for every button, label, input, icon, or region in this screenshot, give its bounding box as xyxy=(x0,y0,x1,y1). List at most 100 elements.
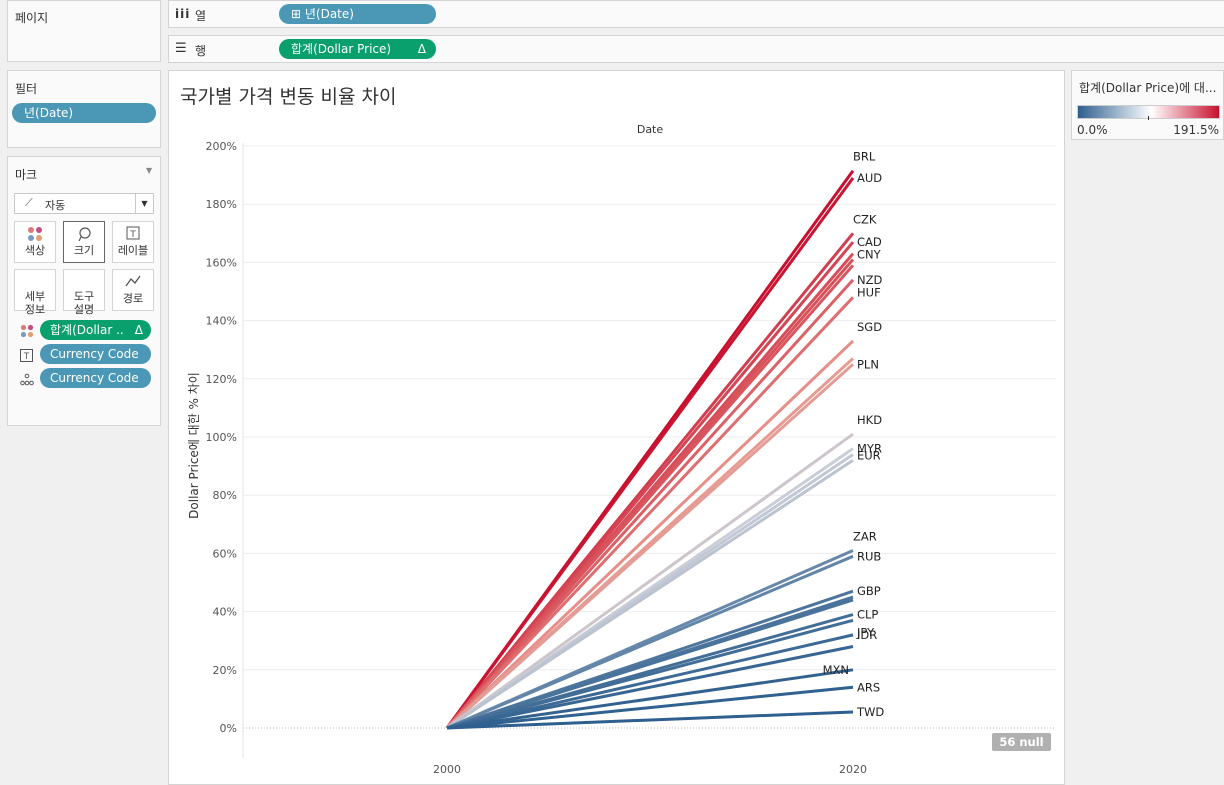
series-line xyxy=(445,177,855,729)
columns-shelf-label: 열 xyxy=(195,9,207,23)
detail-field-pill[interactable]: Currency Code xyxy=(40,368,151,388)
series-label: SGD xyxy=(857,320,882,334)
rows-measure-pill[interactable]: 합계(Dollar Price) Δ xyxy=(279,39,436,59)
mark-type-dropdown[interactable]: ⟋ 자동 ▼ xyxy=(14,193,154,214)
y-tick-label: 120% xyxy=(206,373,237,386)
line-chart: 국가별 가격 변동 비율 차이 Date 0% 20% 40% 60% 80% 100% 120… xyxy=(180,86,1056,776)
series-line xyxy=(446,598,854,730)
series-label: MYR xyxy=(857,442,882,456)
delta-icon: Δ xyxy=(134,323,143,337)
tooltip-button[interactable]: 도구 설명 xyxy=(63,269,105,316)
filters-card-title: 필터 xyxy=(15,82,38,96)
series-label: CLP xyxy=(857,608,878,622)
rows-shelf-label: 행 xyxy=(195,44,207,58)
series-label: PLN xyxy=(857,357,879,371)
pages-card: 페이지 xyxy=(7,0,161,62)
null-indicator-badge xyxy=(992,733,1051,751)
y-tick-label: 0% xyxy=(220,722,237,735)
series-label: TWD xyxy=(856,705,884,719)
color-dots-icon xyxy=(15,226,55,244)
marks-card-title: 마크 xyxy=(15,168,38,182)
columns-shelf[interactable]: iii 열 ⊞ 년(Date) xyxy=(168,0,1224,28)
y-tick-label: 180% xyxy=(206,198,237,211)
text-field-icon: T xyxy=(20,347,33,366)
series-label: BRL xyxy=(853,150,876,164)
series-label: EUR xyxy=(857,448,881,462)
series-line xyxy=(446,432,854,730)
text-label-icon: T xyxy=(113,226,153,244)
series-label: HKD xyxy=(857,413,882,427)
series-label: ZAR xyxy=(853,529,877,543)
y-tick-label: 60% xyxy=(213,547,237,560)
y-tick-label: 100% xyxy=(206,431,237,444)
series-line xyxy=(445,278,855,730)
series-label: IDR xyxy=(857,628,877,642)
mark-type-value: 자동 xyxy=(45,199,66,212)
columns-shelf-icon: iii xyxy=(175,7,191,21)
path-button-label: 경로 xyxy=(122,292,144,305)
chart-title: 국가별 가격 변동 비율 차이 xyxy=(180,86,396,108)
y-tick-label: 200% xyxy=(206,140,237,153)
y-tick-label: 80% xyxy=(213,489,237,502)
series-line xyxy=(445,264,855,729)
series-label: AUD xyxy=(857,171,882,185)
series-line xyxy=(446,668,854,730)
series-line xyxy=(446,685,854,730)
size-lasso-icon xyxy=(64,226,104,244)
color-field-pill[interactable]: 합계(Dollar .. Δ xyxy=(40,320,151,340)
columns-date-pill[interactable]: ⊞ 년(Date) xyxy=(279,4,436,24)
series-line xyxy=(446,645,854,730)
y-tick-label: 40% xyxy=(213,606,237,619)
series-label: GBP xyxy=(857,584,881,598)
y-axis-title: Dollar Price에 대한 % 차이 xyxy=(187,372,201,519)
svg-text:T: T xyxy=(23,352,30,362)
svg-text:T: T xyxy=(129,230,136,240)
rows-shelf[interactable]: ☰ 행 합계(Dollar Price) Δ xyxy=(168,35,1224,63)
tooltip-button-label: 도구 설명 xyxy=(73,290,95,316)
filter-date-pill[interactable]: 년(Date) xyxy=(12,103,156,123)
series-line xyxy=(446,618,854,730)
delta-icon: Δ xyxy=(417,42,426,56)
label-button-label: 레이블 xyxy=(117,244,149,257)
pages-card-title: 페이지 xyxy=(15,11,49,25)
path-line-icon xyxy=(113,274,153,292)
x-tick-label: 2000 xyxy=(433,763,461,776)
y-tick-label: 20% xyxy=(213,664,237,677)
series-line xyxy=(446,554,854,730)
x-tick-label: 2020 xyxy=(839,763,867,776)
label-button[interactable]: T 레이블 xyxy=(112,221,154,263)
series-label: CNY xyxy=(857,247,882,261)
size-button[interactable]: 크기 xyxy=(63,221,105,263)
series-label: JPY xyxy=(856,626,875,640)
path-button[interactable]: 경로 xyxy=(112,269,154,311)
series-line xyxy=(446,633,854,730)
filters-card: 필터 년(Date) xyxy=(7,70,161,148)
y-tick-label: 160% xyxy=(206,256,237,269)
y-tick-label: 140% xyxy=(206,315,237,328)
series-label: HUF xyxy=(857,285,881,299)
series-line xyxy=(445,363,855,730)
series-line xyxy=(446,710,854,730)
series-label: MXN xyxy=(823,663,849,677)
series-label: ARS xyxy=(857,680,880,694)
series-label: NZD xyxy=(857,273,882,287)
series-line xyxy=(445,296,855,730)
line-mark-icon: ⟋ xyxy=(25,196,33,209)
color-legend-card: 합계(Dollar Price)에 대... 0.0% 191.5% xyxy=(1071,70,1224,140)
detail-field-icon xyxy=(20,371,34,390)
color-button-label: 색상 xyxy=(24,244,46,257)
series-label: CAD xyxy=(857,235,882,249)
legend-title: 합계(Dollar Price)에 대... xyxy=(1079,81,1217,95)
series-line xyxy=(445,339,855,730)
detail-button[interactable]: 세부 정보 xyxy=(14,269,56,316)
rows-shelf-icon: ☰ xyxy=(175,41,187,56)
color-button[interactable]: 색상 xyxy=(14,221,56,263)
color-field-pill-label: 합계(Dollar .. xyxy=(50,323,124,337)
legend-min-label: 0.0% xyxy=(1077,123,1108,137)
worksheet-view: 국가별 가격 변동 비율 차이 Date 0% 20% 40% 60% 80% 100% 120… xyxy=(168,70,1065,785)
marks-card-menu-icon[interactable]: ▼ xyxy=(146,166,153,175)
legend-zero-marker xyxy=(1148,116,1149,120)
marks-card: 마크 ▼ ⟋ 자동 ▼ 색상 크기 T 레이블 세부 정보 도구 설명 경로 합… xyxy=(7,156,161,426)
label-field-pill[interactable]: Currency Code xyxy=(40,344,151,364)
x-axis-header-label: Date xyxy=(637,123,664,136)
